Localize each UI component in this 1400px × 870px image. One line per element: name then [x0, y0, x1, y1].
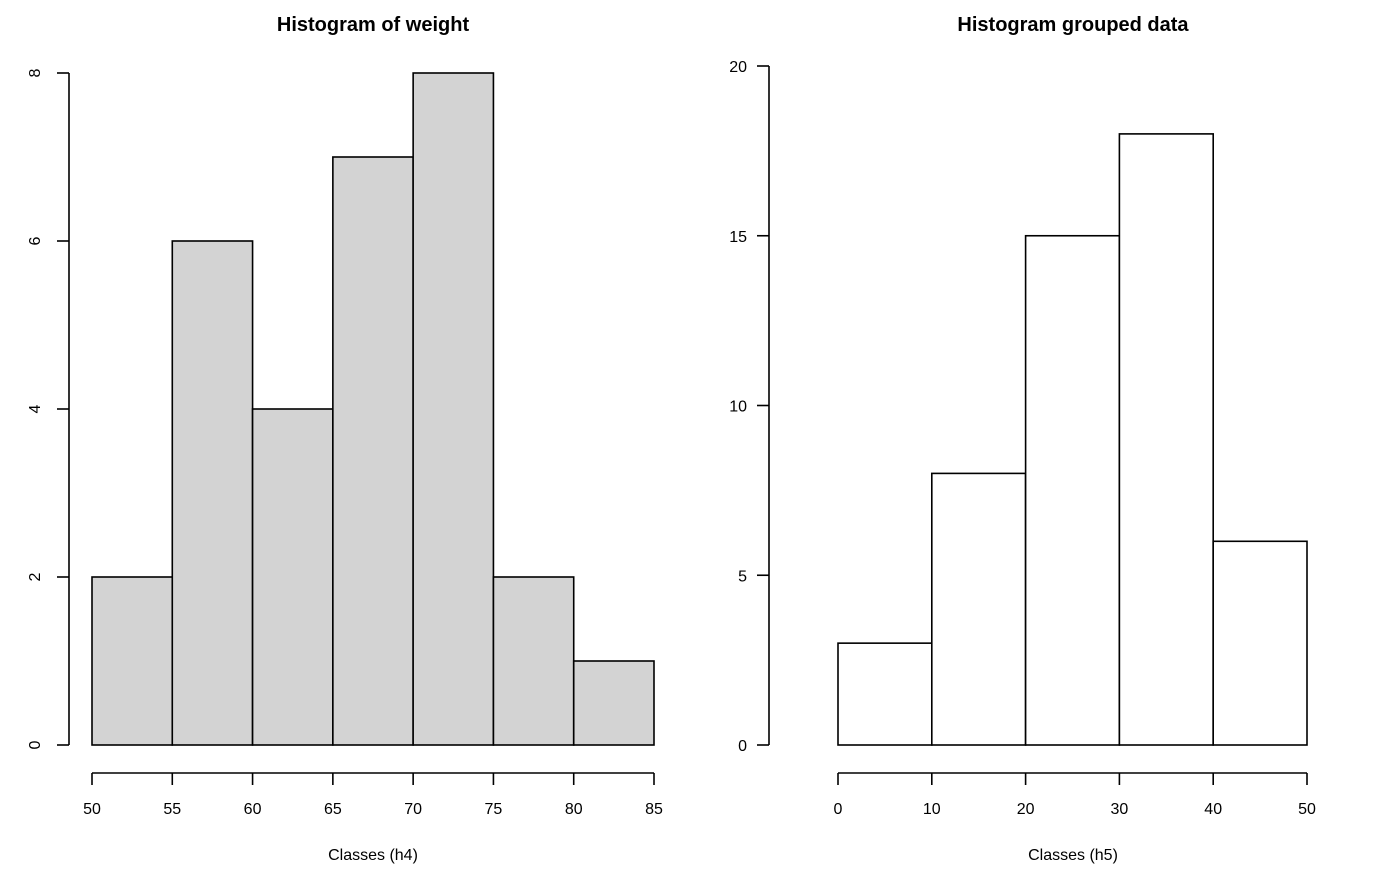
x-tick-label: 85	[645, 801, 663, 818]
y-tick-label: 5	[738, 568, 747, 585]
y-tick-label: 8	[27, 68, 44, 77]
x-tick-label: 50	[1298, 801, 1316, 818]
histogram-weight-panel: Histogram of weight Classes (h4) 0 2 4 6 8 50…	[27, 14, 663, 864]
y-tick-label: 0	[27, 740, 44, 749]
y-tick-label: 15	[729, 229, 747, 246]
x-tick-label: 55	[163, 801, 181, 818]
x-tick-label: 30	[1111, 801, 1129, 818]
x-tick-label: 10	[923, 801, 941, 818]
chart-title: Histogram grouped data	[957, 14, 1189, 36]
x-axis-label: Classes (h5)	[1028, 847, 1118, 864]
y-tick-label: 0	[738, 738, 747, 755]
histogram-bar	[1024, 234, 1121, 746]
x-axis-label: Classes (h4)	[328, 847, 418, 864]
histogram-bar	[332, 156, 414, 746]
histogram-bar	[492, 576, 575, 746]
y-tick-label: 2	[27, 572, 44, 581]
histogram-bar	[171, 240, 254, 746]
x-tick-label: 50	[83, 801, 101, 818]
x-tick-label: 75	[485, 801, 503, 818]
chart-title: Histogram of weight	[277, 14, 470, 36]
histogram-bar	[412, 72, 495, 746]
histogram-bar	[930, 472, 1027, 746]
histogram-bar	[91, 576, 174, 746]
histogram-bar	[1212, 540, 1308, 746]
y-tick-label: 6	[27, 236, 44, 245]
histogram-bar	[837, 642, 933, 746]
histogram-bar	[1118, 133, 1215, 746]
y-tick-label: 10	[729, 399, 747, 416]
x-tick-label: 60	[244, 801, 262, 818]
x-tick-label: 0	[834, 801, 843, 818]
y-tick-label: 4	[27, 404, 44, 413]
y-tick-label: 20	[729, 59, 747, 76]
x-tick-label: 65	[324, 801, 342, 818]
x-tick-label: 20	[1017, 801, 1035, 818]
x-tick-label: 80	[565, 801, 583, 818]
histogram-grouped-panel: Histogram grouped data Classes (h5) 0 5 10…	[729, 14, 1316, 864]
x-tick-label: 40	[1204, 801, 1222, 818]
x-tick-label: 70	[404, 801, 422, 818]
histogram-bar	[572, 660, 655, 746]
histogram-bar	[251, 408, 334, 746]
